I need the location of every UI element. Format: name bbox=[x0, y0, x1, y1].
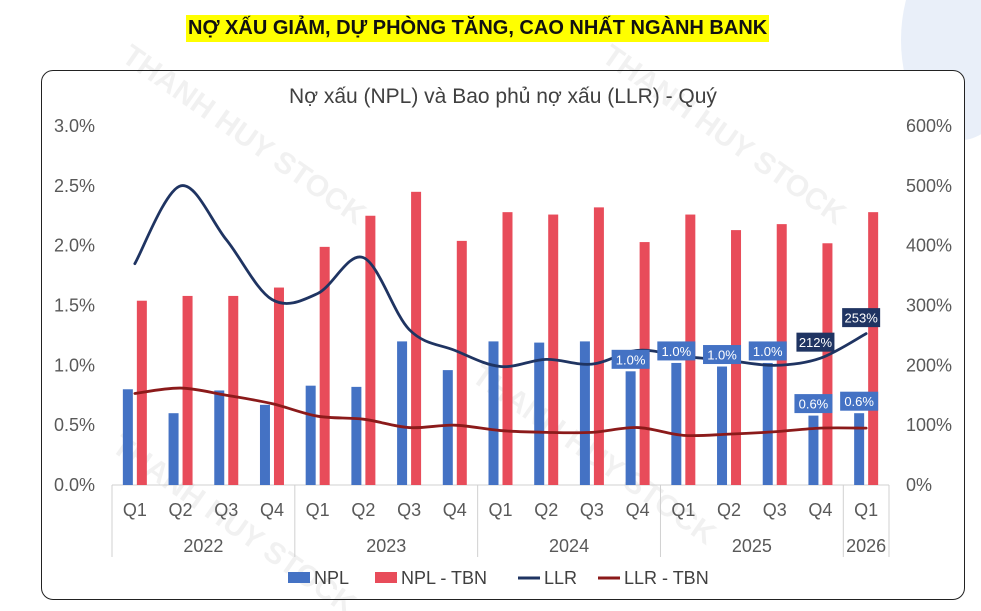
npl-tbn-bar bbox=[273, 287, 284, 485]
npl-tbn-bar bbox=[319, 246, 330, 485]
x-tick-label: Q2 bbox=[351, 500, 375, 520]
x-tick-label: Q4 bbox=[443, 500, 467, 520]
npl-bar bbox=[351, 386, 362, 485]
x-tick-label: Q1 bbox=[488, 500, 512, 520]
y-left-tick-label: 0.0% bbox=[54, 475, 95, 495]
npl-bar bbox=[762, 362, 773, 485]
x-tick-label: Q1 bbox=[671, 500, 695, 520]
x-year-label: 2025 bbox=[732, 536, 772, 556]
npl-data-label-box bbox=[657, 341, 696, 361]
chart-title: Nợ xấu (NPL) và Bao phủ nợ xấu (LLR) - Q… bbox=[289, 85, 717, 108]
npl-tbn-bar bbox=[822, 243, 833, 485]
legend-label: NPL bbox=[314, 568, 349, 588]
x-year-label: 2026 bbox=[846, 536, 886, 556]
y-right-tick-label: 200% bbox=[906, 355, 952, 375]
npl-tbn-bar bbox=[182, 295, 193, 485]
x-tick-label: Q3 bbox=[763, 500, 787, 520]
npl-data-label-box bbox=[794, 394, 833, 414]
x-tick-label: Q1 bbox=[306, 500, 330, 520]
legend-swatch bbox=[288, 572, 310, 583]
npl-bar bbox=[305, 385, 316, 485]
y-right-tick-label: 400% bbox=[906, 236, 952, 256]
x-tick-label: Q1 bbox=[854, 500, 878, 520]
npl-bar bbox=[214, 390, 225, 485]
x-tick-label: Q2 bbox=[534, 500, 558, 520]
npl-data-label-box bbox=[703, 345, 742, 365]
npl-tbn-bar bbox=[502, 212, 513, 485]
y-left-tick-label: 1.5% bbox=[54, 296, 95, 316]
y-left-tick-label: 1.0% bbox=[54, 355, 95, 375]
legend-swatch bbox=[375, 572, 397, 583]
llr-tbn-line bbox=[133, 386, 868, 438]
headline-banner: NỢ XẤU GIẢM, DỰ PHÒNG TĂNG, CAO NHẤT NGÀ… bbox=[186, 15, 770, 42]
y-right-tick-label: 500% bbox=[906, 176, 952, 196]
npl-bar bbox=[808, 415, 819, 485]
x-year-label: 2022 bbox=[183, 536, 223, 556]
x-tick-label: Q3 bbox=[580, 500, 604, 520]
npl-tbn-bar bbox=[593, 207, 604, 485]
npl-data-label: 1.0% bbox=[662, 344, 692, 359]
npl-data-label: 0.6% bbox=[844, 394, 874, 409]
x-tick-label: Q3 bbox=[214, 500, 238, 520]
npl-data-label: 1.0% bbox=[616, 352, 646, 367]
npl-data-label: 1.0% bbox=[753, 344, 783, 359]
x-tick-label: Q4 bbox=[260, 500, 284, 520]
npl-tbn-bar bbox=[228, 295, 239, 485]
npl-bar bbox=[442, 370, 453, 485]
npl-bar bbox=[397, 341, 408, 485]
llr-data-label: 212% bbox=[799, 335, 833, 350]
npl-tbn-bar bbox=[868, 212, 879, 485]
npl-bar bbox=[488, 341, 499, 485]
legend-label: LLR bbox=[544, 568, 577, 588]
npl-data-label-box bbox=[748, 341, 787, 361]
y-right-tick-label: 100% bbox=[906, 415, 952, 435]
x-year-label: 2024 bbox=[549, 536, 589, 556]
watermark-text: THANH HUY STOCK bbox=[596, 39, 852, 232]
llr-line bbox=[133, 184, 868, 369]
y-right-tick-label: 300% bbox=[906, 296, 952, 316]
llr-data-label-box bbox=[796, 332, 835, 352]
x-tick-label: Q4 bbox=[808, 500, 832, 520]
npl-data-label-box bbox=[840, 391, 879, 411]
legend-label: NPL - TBN bbox=[401, 568, 487, 588]
npl-bar bbox=[854, 413, 865, 485]
npl-bar bbox=[671, 362, 682, 485]
y-left-tick-label: 3.0% bbox=[54, 116, 95, 136]
npl-bar bbox=[717, 366, 728, 485]
npl-data-label: 1.0% bbox=[707, 348, 737, 363]
x-tick-label: Q4 bbox=[626, 500, 650, 520]
x-tick-label: Q2 bbox=[717, 500, 741, 520]
npl-tbn-bar bbox=[365, 215, 376, 485]
npl-tbn-bar bbox=[456, 240, 467, 485]
y-left-tick-label: 2.0% bbox=[54, 236, 95, 256]
x-tick-label: Q1 bbox=[123, 500, 147, 520]
npl-bar bbox=[259, 404, 270, 485]
watermark-text: THANH HUY STOCK bbox=[116, 39, 372, 232]
legend-label: LLR - TBN bbox=[624, 568, 709, 588]
y-left-tick-label: 0.5% bbox=[54, 415, 95, 435]
llr-data-label: 253% bbox=[845, 311, 879, 326]
npl-bar bbox=[168, 413, 179, 485]
y-right-tick-label: 600% bbox=[906, 116, 952, 136]
npl-tbn-bar bbox=[548, 214, 559, 485]
npl-data-label: 0.6% bbox=[799, 397, 829, 412]
y-right-tick-label: 0% bbox=[906, 475, 932, 495]
y-left-tick-label: 2.5% bbox=[54, 176, 95, 196]
npl-tbn-bar bbox=[411, 191, 422, 486]
x-tick-label: Q3 bbox=[397, 500, 421, 520]
npl-bar bbox=[122, 389, 133, 485]
npl-bar bbox=[579, 341, 590, 485]
npl-bar bbox=[534, 342, 545, 485]
x-tick-label: Q2 bbox=[169, 500, 193, 520]
x-year-label: 2023 bbox=[366, 536, 406, 556]
npl-data-label-box bbox=[611, 349, 650, 369]
llr-data-label-box bbox=[842, 308, 881, 328]
